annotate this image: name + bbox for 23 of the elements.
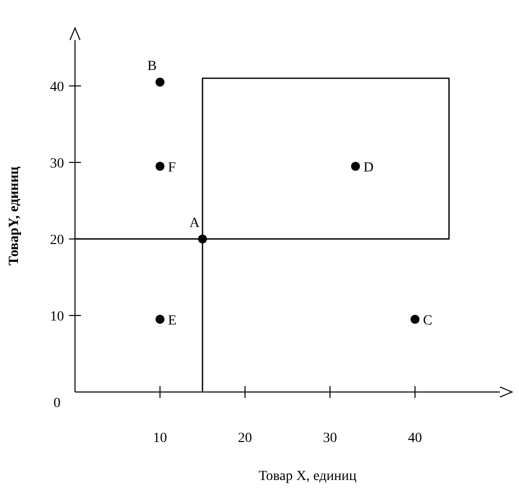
x-tick-label: 20 <box>238 431 252 446</box>
point <box>156 314 164 324</box>
data-label: D <box>364 160 374 176</box>
y-tick-label: 20 <box>50 232 64 248</box>
data-label: B <box>147 59 157 74</box>
point <box>156 162 164 171</box>
x-tick-label: 30 <box>323 431 337 446</box>
y-axis-title: ТоварY, единиц <box>7 166 22 266</box>
data-label: E <box>168 313 177 328</box>
x-axis-title: Товар X, единиц <box>258 469 357 484</box>
data-label: F <box>168 160 176 176</box>
point <box>198 234 207 244</box>
point <box>410 314 420 324</box>
point <box>351 162 360 171</box>
point <box>156 78 164 87</box>
data-label: A <box>189 216 200 231</box>
y-tick-label: 40 <box>50 80 64 95</box>
x-tick-label: 10 <box>153 431 167 446</box>
y-tick-label: 0 <box>54 396 60 411</box>
data-label: C <box>423 313 432 328</box>
x-tick-label: 40 <box>408 431 422 446</box>
y-tick-label: 10 <box>50 309 64 324</box>
y-tick-label: 30 <box>50 156 64 172</box>
